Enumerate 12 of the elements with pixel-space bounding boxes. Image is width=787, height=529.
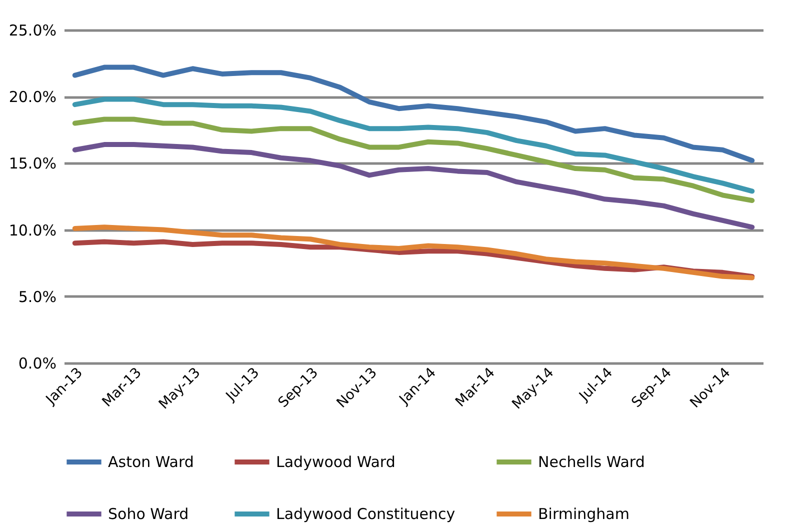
- legend-label: Aston Ward: [108, 453, 194, 471]
- legend-label: Ladywood Constituency: [276, 505, 456, 523]
- y-tick-label: 15.0%: [8, 154, 56, 173]
- y-tick-label: 5.0%: [18, 288, 56, 306]
- legend-label: Ladywood Ward: [276, 453, 396, 471]
- legend-label: Soho Ward: [108, 505, 189, 523]
- y-tick-label: 10.0%: [8, 221, 56, 240]
- y-tick-label: 25.0%: [8, 22, 56, 40]
- legend-label: Nechells Ward: [538, 453, 645, 471]
- y-tick-label: 0.0%: [18, 354, 56, 372]
- legend-label: Birmingham: [538, 505, 630, 523]
- y-tick-label: 20.0%: [8, 88, 56, 106]
